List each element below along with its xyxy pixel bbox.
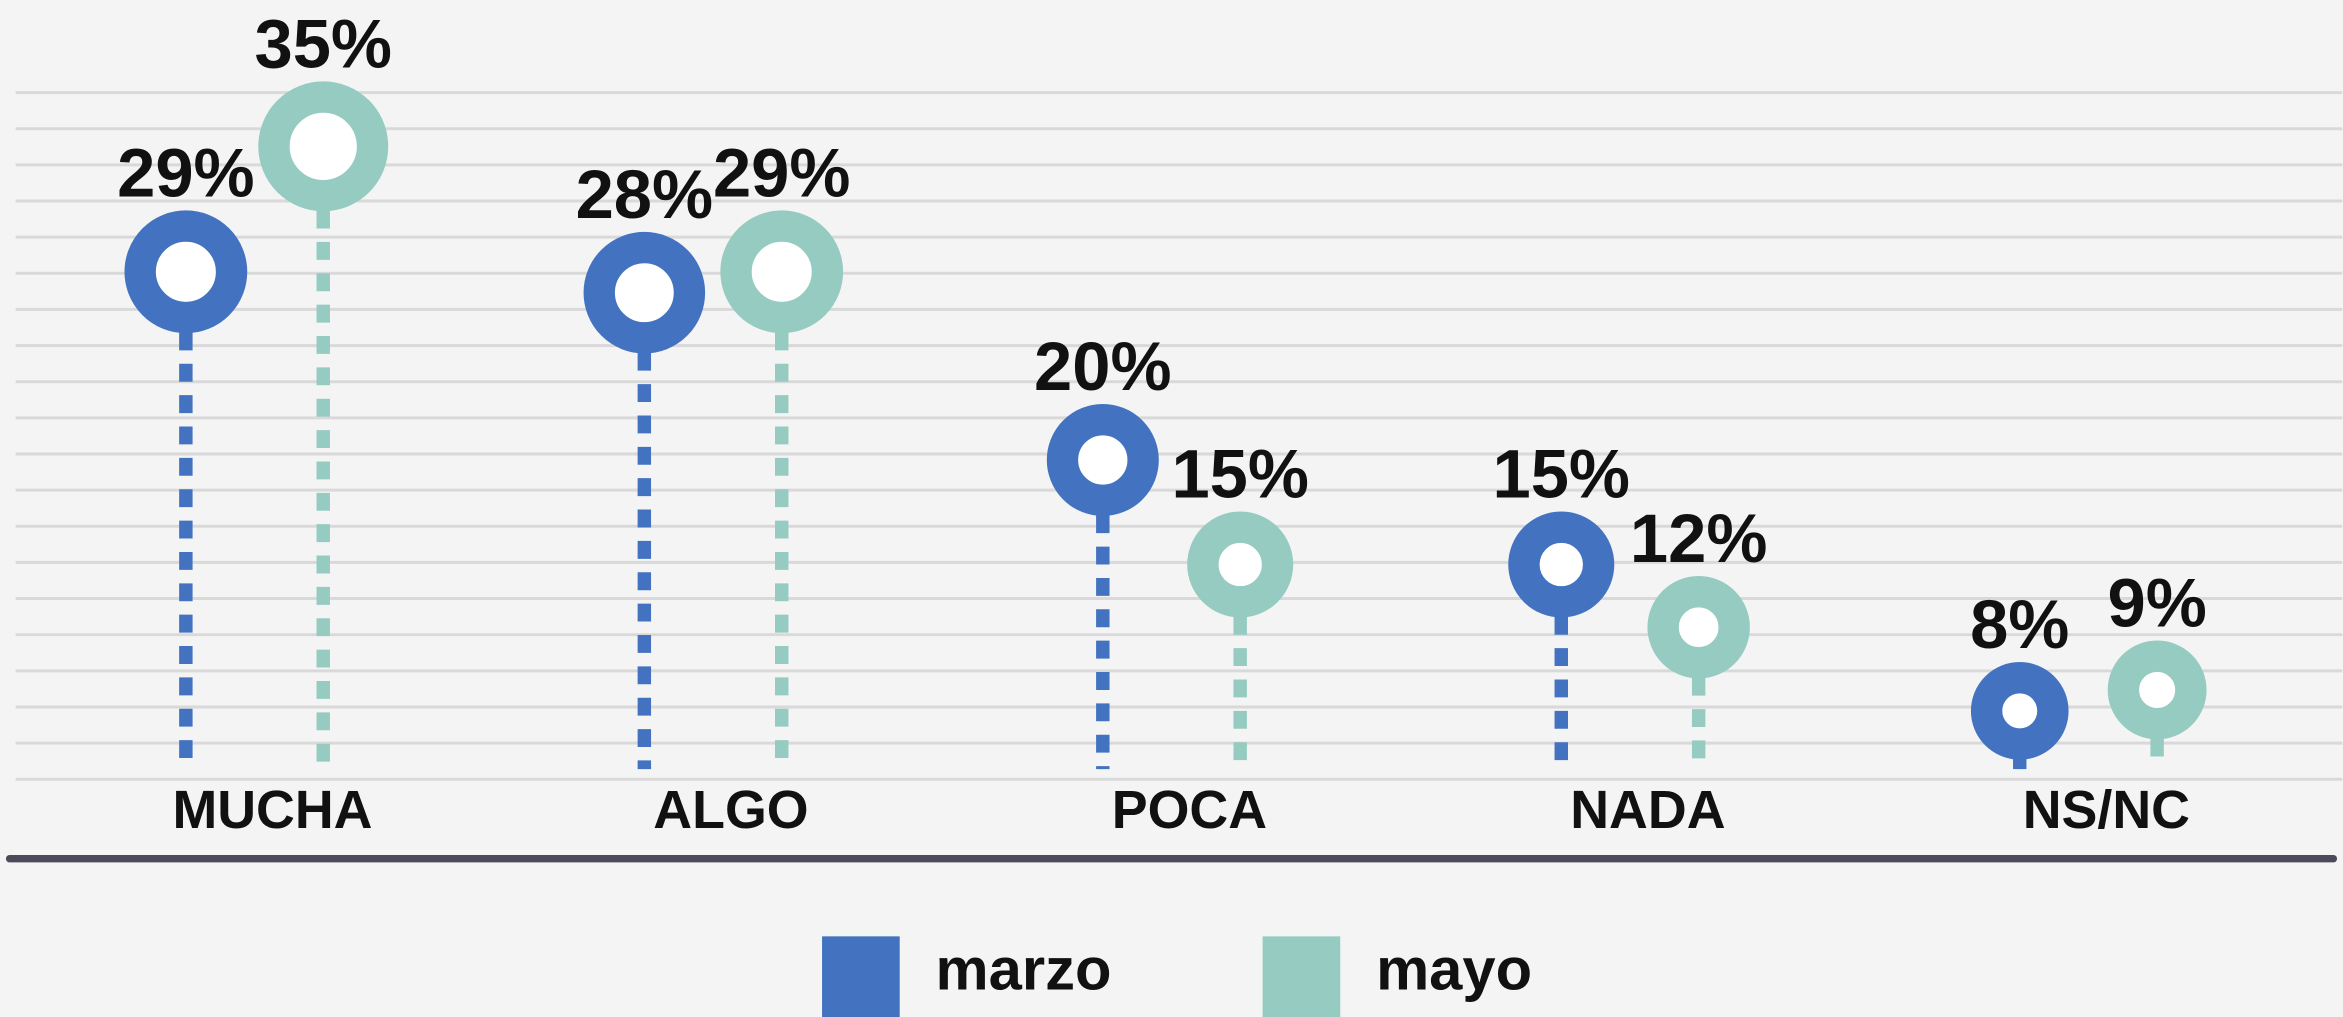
lollipop-head	[1970, 662, 2069, 760]
legend-label: marzo	[936, 935, 1112, 1002]
legend-label: mayo	[1376, 935, 1532, 1002]
category-label: POCA	[1112, 780, 1267, 840]
lollipop-head	[124, 210, 248, 334]
value-label: 29%	[117, 134, 254, 211]
category-label: ALGO	[653, 780, 808, 840]
value-label: 35%	[255, 5, 392, 82]
lollipop-head	[1046, 403, 1159, 516]
value-label: 12%	[1630, 500, 1767, 577]
legend-swatch	[1262, 936, 1341, 1017]
value-label: 28%	[576, 156, 713, 233]
category-label: NADA	[1570, 780, 1725, 840]
value-label: 15%	[1171, 436, 1308, 513]
lollipop-head	[258, 81, 389, 212]
lollipop-head	[583, 231, 706, 354]
legend-swatch	[822, 936, 900, 1017]
value-label: 20%	[1034, 328, 1171, 405]
lollipop-head	[720, 210, 844, 334]
lollipop-head	[1647, 576, 1750, 679]
value-label: 29%	[713, 134, 850, 211]
category-label: MUCHA	[172, 780, 372, 840]
value-label: 8%	[1970, 586, 2069, 663]
lollipop-head	[1508, 511, 1615, 618]
category-label: NS/NC	[2023, 780, 2190, 840]
lollipop-head	[2107, 640, 2207, 740]
value-label: 15%	[1493, 436, 1630, 513]
value-label: 9%	[2107, 565, 2206, 642]
lollipop-head	[1187, 511, 1294, 618]
background	[15, 91, 2343, 781]
